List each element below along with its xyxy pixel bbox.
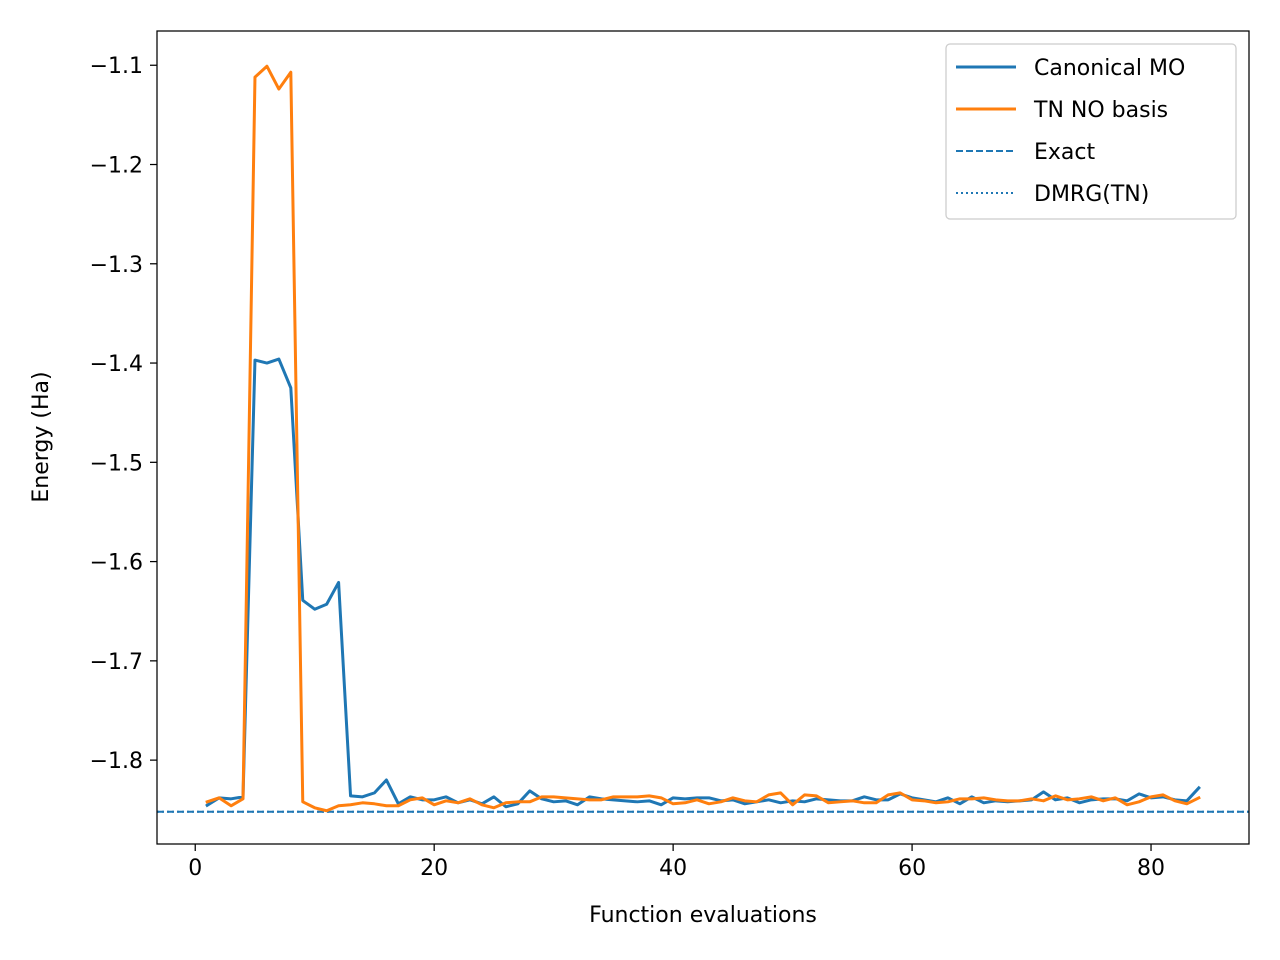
y-axis-ticks: −1.1 −1.2 −1.3 −1.4 −1.5 −1.6 −1.7 −1.8: [90, 54, 157, 774]
x-axis-label: Function evaluations: [589, 903, 817, 928]
x-tick-label: 0: [188, 856, 202, 881]
x-tick-label: 20: [420, 856, 448, 881]
legend-label-exact: Exact: [1034, 140, 1095, 165]
y-tick-label: −1.5: [90, 451, 143, 476]
y-axis-label: Energy (Ha): [29, 371, 54, 502]
legend-label-dmrg-tn: DMRG(TN): [1034, 182, 1149, 207]
x-tick-label: 60: [898, 856, 926, 881]
series-line-tn-no-basis: [205, 64, 1201, 813]
plot-area: [156, 30, 1250, 845]
x-tick-label: 80: [1137, 856, 1165, 881]
legend-label-canonical-mo: Canonical MO: [1034, 56, 1185, 81]
y-tick-label: −1.4: [90, 352, 143, 377]
y-tick-label: −1.6: [90, 551, 143, 576]
y-tick-label: −1.8: [90, 749, 143, 774]
y-tick-label: −1.2: [90, 154, 143, 179]
legend-box: [945, 43, 1237, 220]
series-lines: [205, 64, 1201, 813]
y-tick-label: −1.3: [90, 253, 143, 278]
axes-frame: [156, 30, 1250, 845]
y-tick-label: −1.7: [90, 650, 143, 675]
legend-label-tn-no-basis: TN NO basis: [1033, 98, 1168, 123]
y-tick-label: −1.1: [90, 54, 143, 79]
x-tick-label: 40: [659, 856, 687, 881]
x-axis-ticks: 0 20 40 60 80: [188, 844, 1165, 881]
legend: Canonical MO TN NO basis Exact DMRG(TN): [945, 43, 1237, 220]
